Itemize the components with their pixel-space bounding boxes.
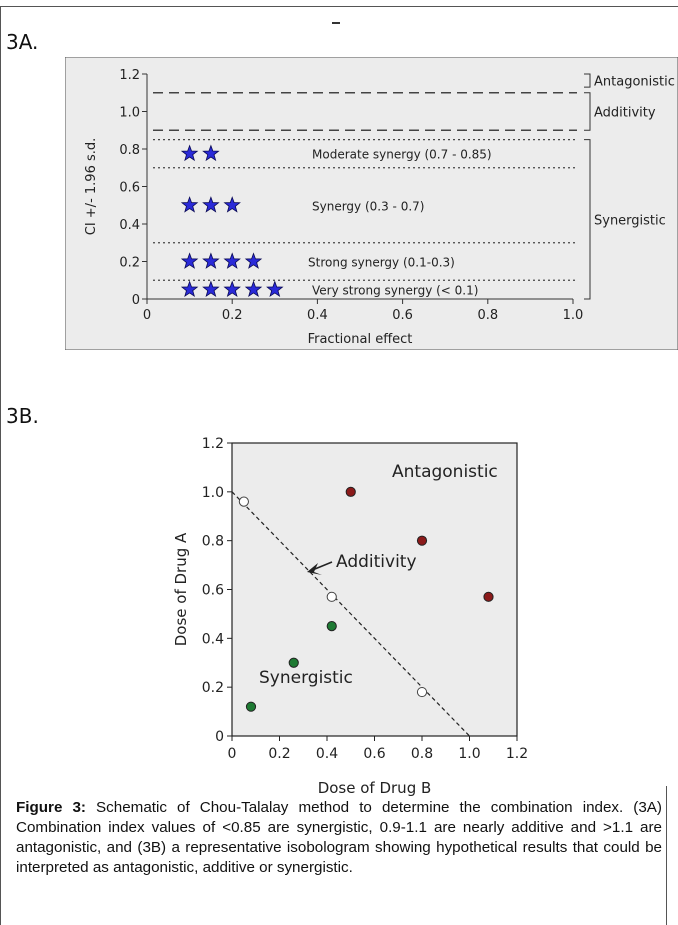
- data-point: [483, 591, 494, 602]
- x-tick-label: 0.8: [477, 308, 498, 323]
- y-tick-label: 0.4: [119, 218, 140, 233]
- bracket: [584, 139, 591, 300]
- y-tick-label: 0.8: [202, 534, 224, 550]
- star-marker: [244, 252, 263, 269]
- x-tick-label: 0.2: [268, 746, 290, 762]
- x-tick-label: 0.8: [411, 746, 433, 762]
- x-tick-label: 0.4: [307, 308, 328, 323]
- y-tick-label: 1.2: [202, 436, 224, 452]
- region-label: Additivity: [594, 106, 656, 121]
- star-marker: [180, 252, 199, 269]
- region-label: Antagonistic: [594, 75, 675, 90]
- data-point: [416, 686, 428, 698]
- region-label: Synergistic: [594, 213, 666, 228]
- x-tick-label: 0.4: [316, 746, 338, 762]
- x-tick-label: 0.2: [222, 308, 243, 323]
- y-tick-label: 0.2: [119, 256, 140, 271]
- plot-area: [231, 442, 518, 737]
- y-tick-label: 1.0: [202, 485, 224, 501]
- y-axis-label: CI +/- 1.96 s.d.: [84, 138, 99, 236]
- x-tick-label: 1.2: [506, 746, 528, 762]
- y-tick-label: 1.2: [119, 68, 140, 83]
- chart-3a-background: [65, 57, 678, 350]
- top-mark: [332, 22, 340, 24]
- additivity-arrow-head: [307, 563, 322, 575]
- caption-text: Schematic of Chou-Talalay method to dete…: [16, 799, 662, 876]
- additivity-line: [231, 491, 470, 737]
- left-border: [0, 6, 1, 925]
- star-marker: [180, 196, 199, 213]
- band-label: Moderate synergy (0.7 - 0.85): [312, 148, 492, 162]
- synergistic-label: Synergistic: [259, 668, 353, 688]
- star-marker: [223, 196, 241, 213]
- star-marker: [266, 280, 284, 298]
- y-tick-label: 0.2: [202, 680, 224, 696]
- star-marker: [202, 196, 220, 213]
- star-marker: [202, 144, 220, 162]
- panel-3a-label: 3A.: [6, 30, 39, 54]
- x-tick-label: 0.6: [392, 308, 413, 323]
- band-label: Very strong synergy (< 0.1): [312, 284, 478, 298]
- data-point: [288, 657, 299, 668]
- antagonistic-label: Antagonistic: [392, 462, 498, 482]
- band-label: Strong synergy (0.1-0.3): [308, 256, 455, 270]
- y-axis-label: Dose of Drug A: [172, 532, 190, 646]
- data-point: [416, 535, 428, 546]
- x-tick-label: 0.6: [363, 746, 385, 762]
- band-label: Synergy (0.3 - 0.7): [312, 199, 424, 213]
- figure-caption: Figure 3: Schematic of Chou-Talalay meth…: [16, 798, 662, 878]
- x-tick-label: 1.0: [563, 308, 584, 323]
- panel-3b-label: 3B.: [6, 404, 39, 428]
- caption-label: Figure 3:: [16, 799, 86, 816]
- star-marker: [244, 280, 263, 298]
- data-point: [245, 701, 257, 712]
- y-tick-label: 1.0: [119, 106, 140, 121]
- chart-3b: 0 0.2 0.4 0.6 0.8 1.0 1.2 0 0.2 0.4 0.6 0.8 1.0 1.2 Do…: [172, 436, 528, 797]
- y-tick-label: 0: [215, 729, 224, 745]
- y-tick-label: 0.6: [202, 583, 224, 599]
- star-marker: [223, 252, 241, 269]
- right-border: [666, 786, 667, 925]
- data-point: [326, 621, 337, 632]
- bracket: [584, 73, 591, 88]
- chart-3a: 0 0.2 0.4 0.6 0.8 1.0 0 0.2 0.4 0.6 0.8 1.0 1.2 Fract…: [65, 57, 678, 350]
- y-tick-label: 0.4: [202, 631, 224, 647]
- star-marker: [180, 144, 199, 162]
- x-axis-label: Dose of Drug B: [318, 779, 432, 797]
- top-border: [0, 6, 678, 7]
- bracket: [584, 92, 591, 131]
- x-tick-label: 1.0: [458, 746, 480, 762]
- star-marker: [223, 280, 241, 298]
- star-marker: [202, 280, 220, 298]
- y-tick-label: 0.6: [119, 181, 140, 196]
- data-point: [326, 591, 337, 602]
- star-marker: [180, 280, 199, 298]
- star-marker: [202, 252, 220, 269]
- data-point: [345, 486, 356, 497]
- x-axis-label: Fractional effect: [308, 332, 413, 347]
- y-tick-label: 0.8: [119, 143, 140, 158]
- data-point: [238, 496, 249, 507]
- y-tick-label: 0: [132, 293, 140, 308]
- x-tick-label: 0: [143, 308, 151, 323]
- additivity-label: Additivity: [336, 552, 417, 572]
- x-tick-label: 0: [228, 746, 237, 762]
